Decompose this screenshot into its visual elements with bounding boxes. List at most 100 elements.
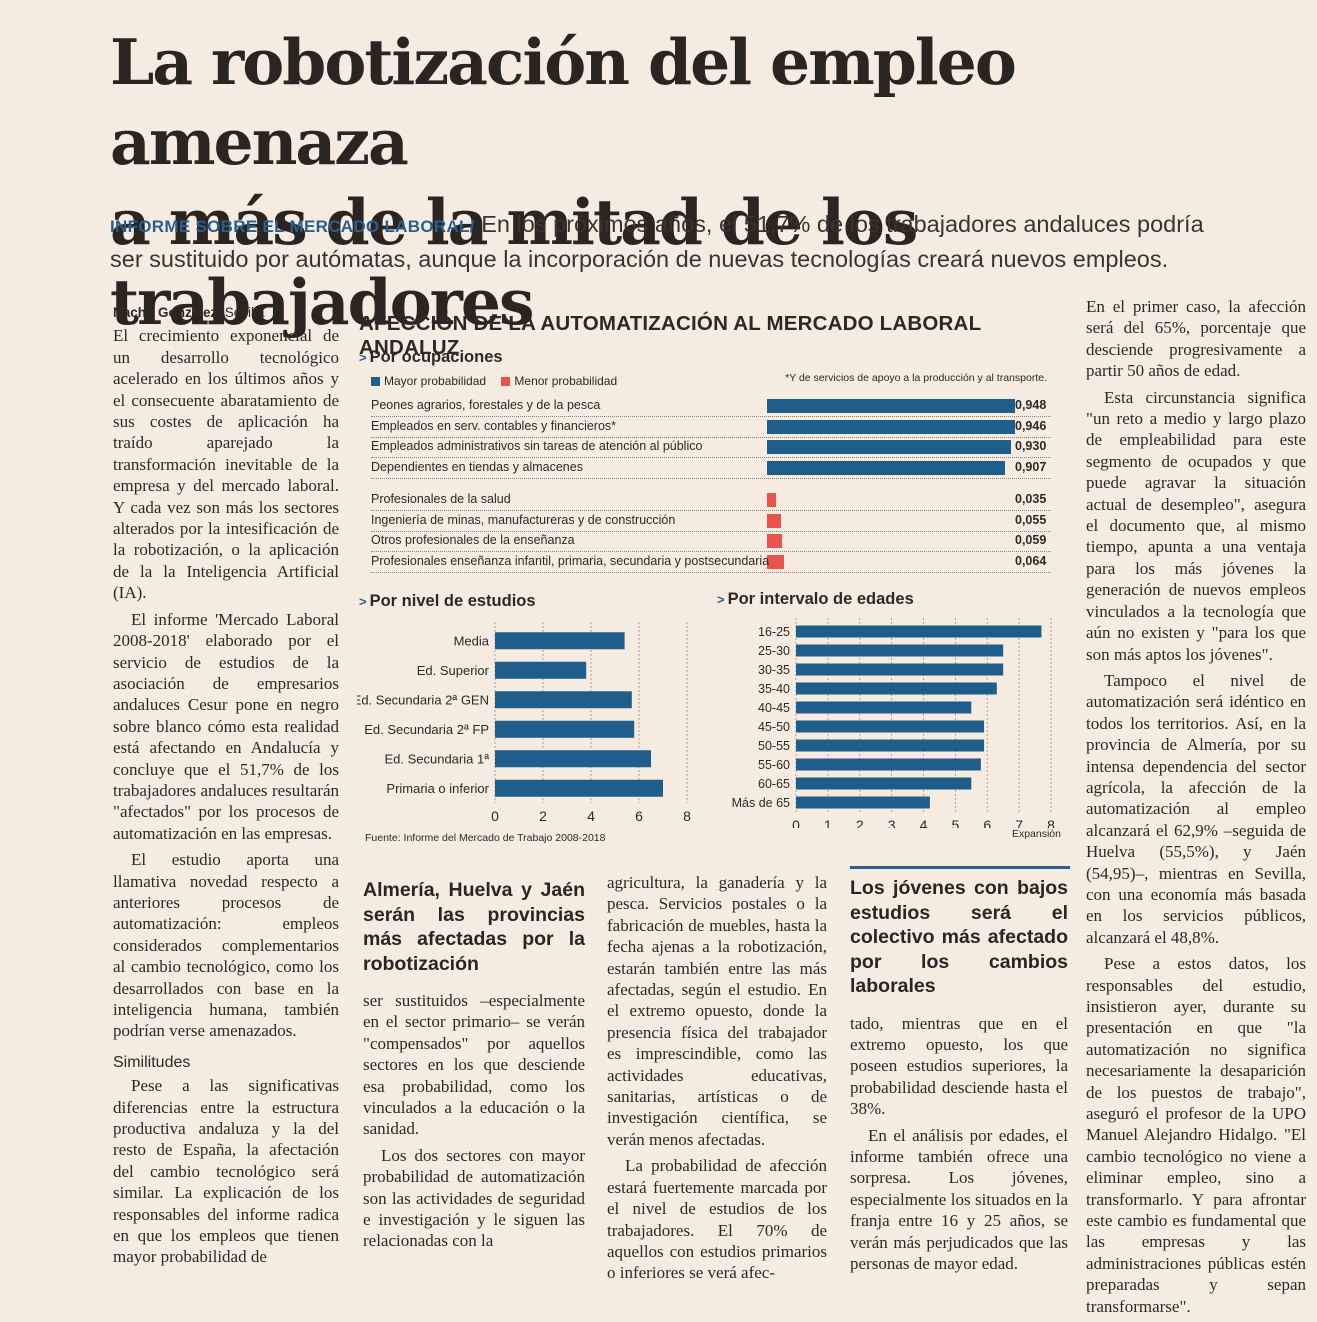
section-title-education: > Por nivel de estudios bbox=[359, 592, 536, 611]
column-1: Nacho González. Sevilla El crecimiento e… bbox=[113, 302, 339, 1273]
brand-credit: Expansión bbox=[1011, 828, 1061, 840]
tick-label: 0 bbox=[792, 817, 800, 828]
category-label: Ed. Secundaria 2ª FP bbox=[364, 722, 489, 737]
column-5: En el primer caso, la afección será del … bbox=[1086, 296, 1306, 1322]
category-label: 30-35 bbox=[758, 663, 790, 677]
accent-rule bbox=[850, 866, 1070, 869]
byline-author: Nacho González bbox=[113, 305, 218, 320]
occupation-row: Empleados en serv. contables y financier… bbox=[371, 417, 1051, 438]
category-label: Ed. Superior bbox=[417, 663, 490, 678]
occupation-bar bbox=[767, 419, 1015, 434]
paragraph: Los dos sectores con mayor probabilidad … bbox=[363, 1145, 585, 1251]
legend-label: Mayor probabilidad bbox=[384, 374, 487, 388]
occupation-value: 0,948 bbox=[1015, 398, 1047, 412]
paragraph: La probabilidad de afección estará fuert… bbox=[607, 1156, 827, 1283]
occupation-bar bbox=[767, 513, 782, 528]
data-bar bbox=[796, 739, 985, 752]
education-chart: 0 2 4 6 8 Media Ed. Superior Ed. Secundaria 2ª … bbox=[357, 622, 691, 824]
tick-label: 8 bbox=[683, 808, 691, 824]
sidebar-heading: Almería, Huelva y Jaén serán las provinc… bbox=[363, 879, 585, 975]
paragraph: Esta circunstancia significa "un reto a … bbox=[1086, 387, 1306, 664]
occupation-value: 0,946 bbox=[1015, 418, 1047, 433]
paragraph: Pese a las significativas diferencias en… bbox=[113, 1076, 339, 1267]
paragraph: En el análisis por edades, el informe ta… bbox=[850, 1125, 1068, 1273]
category-label: Primaria o inferior bbox=[386, 781, 489, 796]
occupation-label: Ingeniería de minas, manufactureras y de… bbox=[371, 512, 676, 527]
category-label: 50-55 bbox=[758, 739, 790, 753]
paragraph: Tampoco el nivel de automatización será … bbox=[1086, 670, 1306, 947]
occupation-label: Profesionales de la salud bbox=[371, 492, 511, 506]
arrow-icon: > bbox=[359, 350, 367, 365]
section-title-text: Por nivel de estudios bbox=[369, 592, 536, 610]
tick-label: 6 bbox=[983, 817, 991, 828]
infographic-title: AFECCIÓN DE LA AUTOMATIZACIÓN AL MERCADO… bbox=[359, 312, 981, 359]
arrow-icon: > bbox=[717, 592, 725, 607]
occupation-bar bbox=[767, 460, 1005, 475]
occupation-bar bbox=[767, 554, 784, 569]
column-3: agricultura, la ganadería y la pesca. Se… bbox=[607, 872, 827, 1289]
occupation-label: Empleados administrativos sin tareas de … bbox=[371, 439, 703, 453]
category-label: Ed. Secundaria 1ª bbox=[384, 751, 489, 766]
occupation-label: Peones agrarios, forestales y de la pesc… bbox=[371, 398, 601, 412]
occupation-value: 0,055 bbox=[1015, 512, 1047, 527]
occupation-value: 0,059 bbox=[1015, 533, 1047, 547]
tick-label: 6 bbox=[635, 808, 643, 824]
data-bar bbox=[495, 779, 663, 797]
section-title-text: Por intervalo de edades bbox=[727, 590, 914, 608]
paragraph: El crecimiento exponencial de un desarro… bbox=[113, 326, 339, 603]
data-bar bbox=[796, 796, 930, 809]
tick-label: 2 bbox=[856, 817, 864, 828]
paragraph: El estudio aporta una llamativa novedad … bbox=[113, 850, 339, 1041]
data-bar bbox=[796, 644, 1004, 657]
section-title-occupations: > Por ocupaciones bbox=[359, 348, 503, 367]
occupation-value: 0,064 bbox=[1015, 553, 1047, 568]
headline-line-1: La robotización del empleo amenaza bbox=[110, 25, 1017, 179]
occupation-row: Empleados administrativos sin tareas de … bbox=[371, 437, 1051, 458]
occupation-row: Ingeniería de minas, manufactureras y de… bbox=[371, 511, 1051, 532]
tick-label: 7 bbox=[1015, 817, 1023, 828]
legend-swatch-low bbox=[501, 377, 511, 387]
source-note: Fuente: Informe del Mercado de Trabajo 2… bbox=[365, 832, 606, 844]
occupation-bar bbox=[767, 534, 783, 548]
occupation-row: Profesionales enseñanza infantil, primar… bbox=[371, 552, 1051, 573]
data-bar bbox=[796, 777, 972, 790]
data-bar bbox=[796, 720, 985, 733]
tick-label: 1 bbox=[824, 817, 832, 828]
category-label: Ed. Secundaria 2ª GEN bbox=[357, 692, 489, 707]
data-bar bbox=[796, 625, 1042, 638]
occupation-label: Empleados en serv. contables y financier… bbox=[371, 418, 617, 433]
tick-label: 4 bbox=[587, 808, 595, 824]
occupation-row: Otros profesionales de la enseñanza 0,059 bbox=[371, 531, 1051, 552]
tick-label: 5 bbox=[951, 817, 959, 828]
occupation-bar bbox=[767, 493, 777, 507]
tick-label: 4 bbox=[920, 817, 928, 828]
data-bar bbox=[796, 663, 1004, 676]
byline: Nacho González. Sevilla bbox=[113, 302, 339, 323]
occupation-label: Otros profesionales de la enseñanza bbox=[371, 533, 575, 547]
data-bar bbox=[495, 750, 651, 768]
arrow-icon: > bbox=[359, 594, 367, 609]
category-label: 16-25 bbox=[758, 625, 790, 639]
category-label: 55-60 bbox=[758, 758, 790, 772]
deck-line-2: ser sustituido por autómatas, aunque la … bbox=[110, 246, 1169, 272]
tick-label: 3 bbox=[888, 817, 896, 828]
category-label: Más de 65 bbox=[732, 796, 790, 810]
data-bar bbox=[495, 632, 625, 650]
headline: La robotización del empleo amenaza a más… bbox=[110, 22, 1310, 342]
data-bar bbox=[495, 661, 587, 679]
section-title-age: > Por intervalo de edades bbox=[717, 590, 914, 609]
occupation-row: Dependientes en tiendas y almacenes 0,907 bbox=[371, 458, 1051, 479]
data-bar bbox=[495, 720, 635, 738]
data-bar bbox=[796, 758, 981, 771]
occupation-label: Profesionales enseñanza infantil, primar… bbox=[371, 553, 770, 568]
chart-legend: Mayor probabilidad Menor probabilidad bbox=[371, 374, 617, 388]
infographic: AFECCIÓN DE LA AUTOMATIZACIÓN AL MERCADO… bbox=[357, 306, 1069, 848]
occupation-bar bbox=[767, 440, 1011, 454]
category-label: 45-50 bbox=[758, 720, 790, 734]
sidebar-heading: Los jóvenes con bajos estudios será el c… bbox=[850, 877, 1068, 997]
tick-label: 8 bbox=[1047, 817, 1055, 828]
category-label: 35-40 bbox=[758, 682, 790, 696]
footnote: *Y de servicios de apoyo a la producción… bbox=[785, 372, 1047, 384]
category-label: 60-65 bbox=[758, 777, 790, 791]
